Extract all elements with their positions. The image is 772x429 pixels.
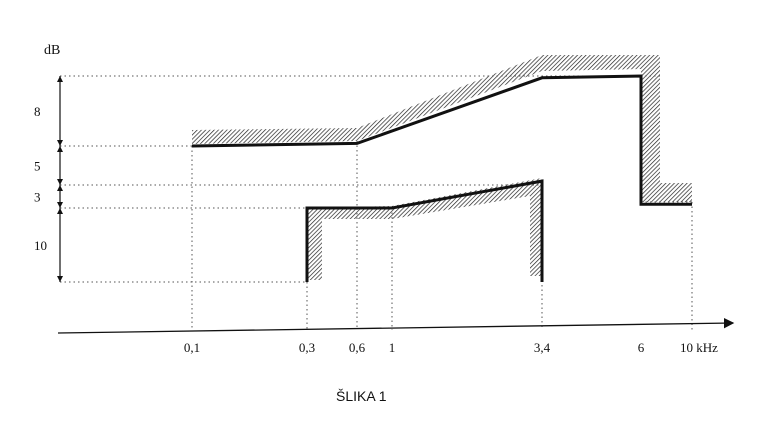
db-interval-label: 10 (34, 238, 47, 253)
db-interval-label: 5 (34, 159, 41, 174)
db-interval-markers: 8 5 3 10 (34, 76, 63, 282)
x-tick-label: 3,4 (534, 340, 551, 355)
x-tick-label: 6 (638, 340, 645, 355)
hatched-tolerance-bands (192, 55, 692, 280)
mask-line-1 (191, 74, 692, 206)
x-tick-label: 0,3 (299, 340, 315, 355)
y-unit-label: dB (44, 43, 60, 58)
x-tick-label: 0,6 (349, 340, 366, 355)
arrow-up-icon (57, 208, 63, 214)
arrow-up-icon (57, 146, 63, 152)
arrow-down-icon (57, 276, 63, 282)
dotted-guide-lines (60, 75, 693, 330)
arrow-down-icon (57, 179, 63, 185)
arrow-down-icon (57, 202, 63, 208)
x-tick-label: 10 kHz (680, 340, 718, 355)
db-interval-label: 8 (34, 104, 41, 119)
mask-lines (191, 74, 692, 282)
x-tick-labels: 0,1 0,3 0,6 1 3,4 6 10 kHz (184, 340, 718, 355)
x-tick-label: 1 (389, 340, 396, 355)
db-interval-label: 3 (34, 190, 41, 205)
arrow-down-icon (57, 140, 63, 146)
x-axis (57, 317, 735, 334)
x-tick-label: 0,1 (184, 340, 200, 355)
figure-caption: ŠLIKA 1 (336, 388, 387, 404)
arrow-up-icon (57, 185, 63, 191)
hatch-band-2 (307, 178, 542, 280)
arrow-up-icon (57, 76, 63, 82)
mask-line-2 (305, 179, 544, 282)
